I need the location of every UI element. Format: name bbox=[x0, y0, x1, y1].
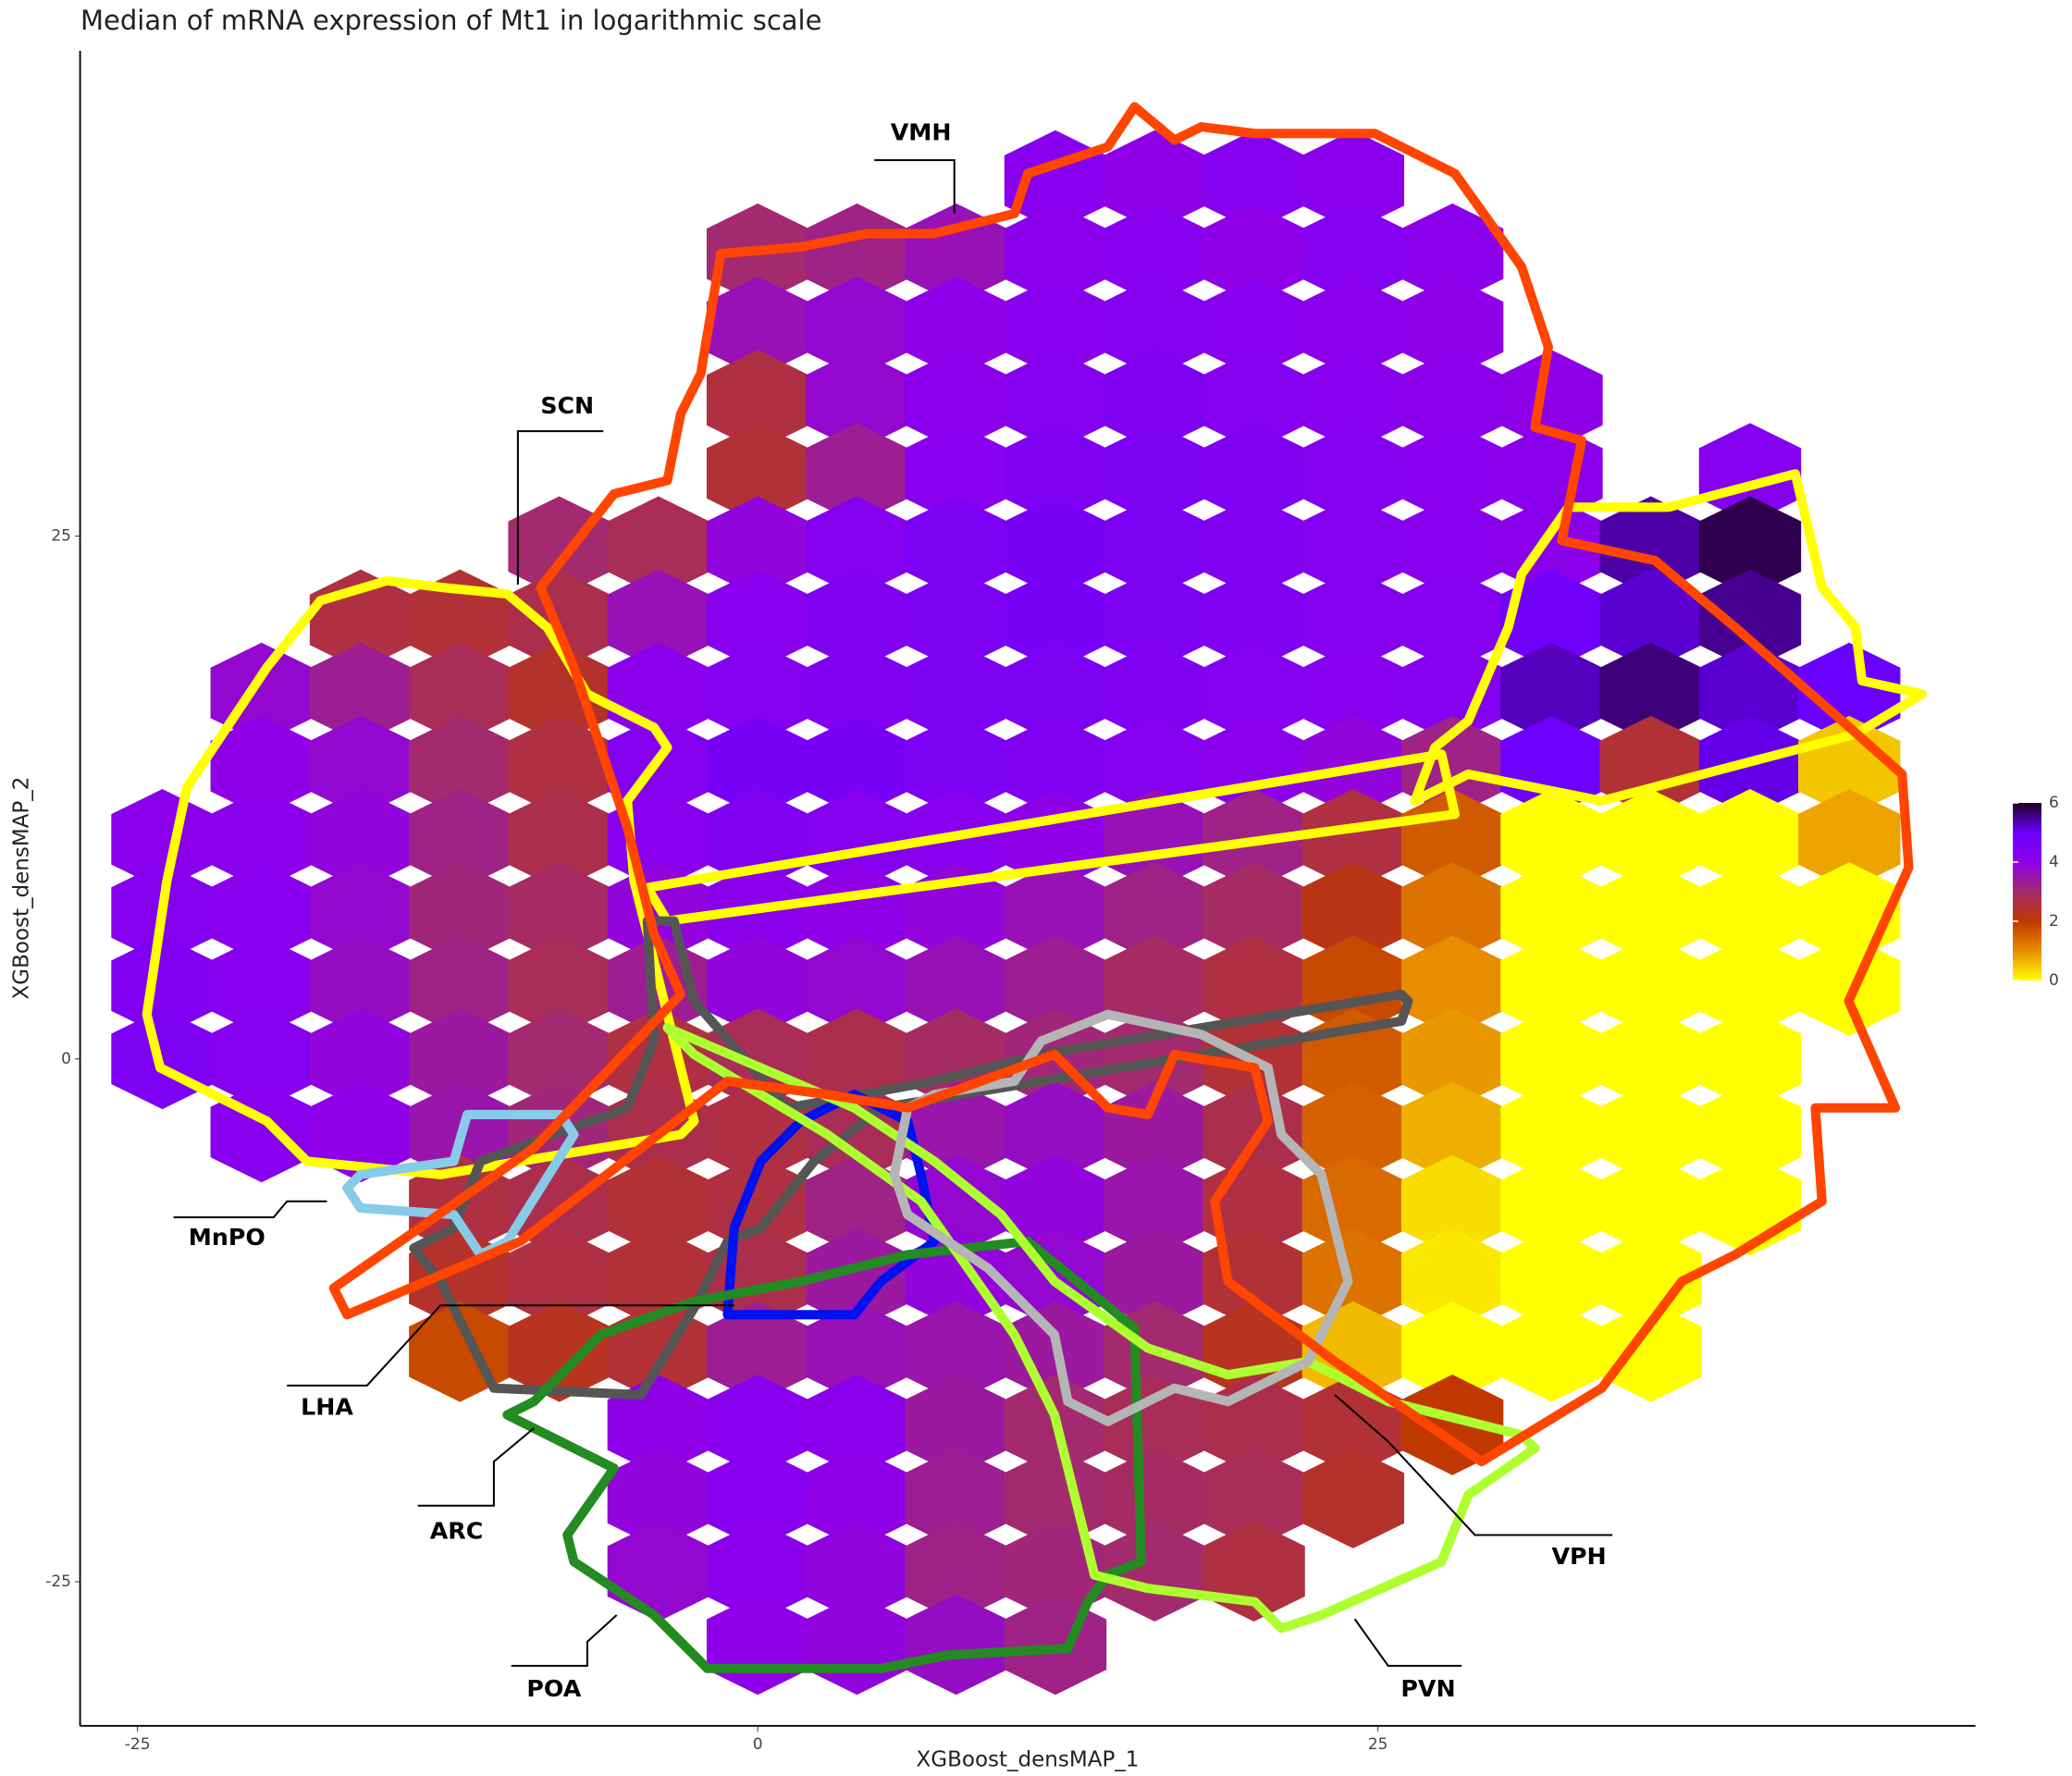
hex-cell bbox=[607, 1521, 710, 1622]
region-outline bbox=[409, 916, 1413, 1400]
region-label: PVN bbox=[1400, 1675, 1455, 1702]
y-axis-label: XGBoost_densMAP_2 bbox=[10, 777, 34, 1000]
region-outline bbox=[502, 1236, 1146, 1673]
region-outline bbox=[1410, 469, 1927, 806]
hex-cell bbox=[806, 1594, 908, 1696]
leader-line bbox=[1353, 1618, 1462, 1667]
hex-layer bbox=[111, 130, 1901, 1696]
region-label: ARC bbox=[430, 1518, 484, 1545]
leader-line bbox=[417, 1427, 535, 1507]
colorbar bbox=[2013, 803, 2041, 980]
region-label: MnPO bbox=[189, 1224, 265, 1251]
overlay: VMH SCN MnPO LHA ARC POA PVN VPH bbox=[79, 50, 1976, 1727]
hex-cell bbox=[1400, 1375, 1504, 1475]
colorbar-tick-label: 4 bbox=[2049, 853, 2059, 871]
region-outline bbox=[142, 575, 699, 1179]
hex-cell bbox=[706, 1594, 809, 1696]
hex-cell bbox=[1500, 1301, 1603, 1402]
y-tick-label: 25 bbox=[51, 527, 71, 546]
region-label: SCN bbox=[540, 392, 594, 419]
colorbar-tick-label: 2 bbox=[2049, 912, 2059, 931]
region-outline bbox=[342, 1109, 579, 1260]
leader-line bbox=[173, 1200, 327, 1219]
x-tick-label: -25 bbox=[125, 1735, 151, 1754]
region-label: POA bbox=[526, 1675, 581, 1702]
region-outline bbox=[662, 1023, 1540, 1634]
region-label: VPH bbox=[1551, 1543, 1606, 1570]
colorbar-tick-label: 0 bbox=[2049, 971, 2059, 990]
leader-line bbox=[287, 1304, 734, 1387]
hex-cell bbox=[1301, 1448, 1405, 1548]
leader-line bbox=[511, 1614, 618, 1667]
region-outline bbox=[642, 749, 1460, 926]
region-label: LHA bbox=[301, 1393, 353, 1420]
hex-cell bbox=[1798, 935, 1901, 1037]
colorbar-tick-label: 6 bbox=[2049, 794, 2059, 812]
region-label: VMH bbox=[891, 118, 952, 145]
x-tick-label: 0 bbox=[753, 1735, 763, 1754]
leader-line bbox=[516, 430, 604, 586]
region-outline bbox=[328, 102, 1914, 1467]
y-tick-label: -25 bbox=[45, 1572, 71, 1591]
leader-line bbox=[1334, 1394, 1613, 1536]
hex-cell bbox=[1599, 1301, 1702, 1402]
hex-cell bbox=[905, 1594, 1007, 1696]
x-tick-label: 25 bbox=[1368, 1735, 1388, 1754]
chart-title: Median of mRNA expression of Mt1 in loga… bbox=[80, 5, 821, 36]
region-outline bbox=[889, 1009, 1353, 1426]
y-tick-label: 0 bbox=[61, 1050, 71, 1068]
leader-line bbox=[874, 159, 956, 214]
x-axis-label: XGBoost_densMAP_1 bbox=[917, 1748, 1140, 1772]
